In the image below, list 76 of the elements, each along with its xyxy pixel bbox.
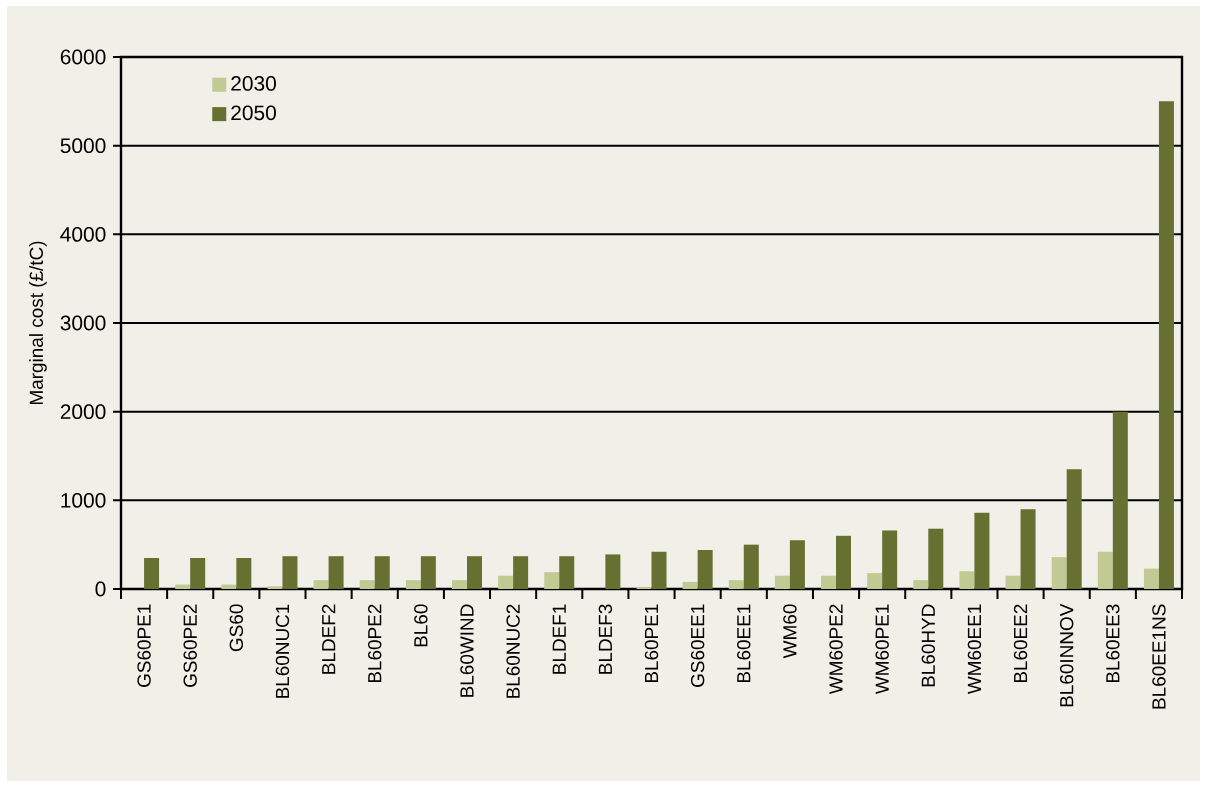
y-tick-label: 4000 — [60, 226, 106, 242]
x-tick-label: BL60NUC2 — [506, 604, 520, 698]
bar — [651, 551, 667, 589]
x-tick-label: BLDEF3 — [598, 604, 613, 674]
bar — [1143, 568, 1159, 589]
bar — [836, 535, 852, 589]
x-tick-label: BLDEF1 — [552, 604, 566, 674]
y-tick-label: 3000 — [60, 315, 106, 331]
y-tick-label: 6000 — [60, 49, 106, 65]
y-tick-label: 5000 — [60, 138, 106, 154]
bar — [1112, 411, 1128, 589]
bar — [605, 554, 621, 589]
bar — [559, 556, 575, 589]
x-tick-label: BL60WIND — [460, 604, 474, 697]
y-tick-label: 1000 — [61, 492, 106, 508]
bar — [328, 556, 344, 589]
bar — [1051, 557, 1067, 589]
x-tick-label: WM60PE1 — [875, 604, 889, 695]
x-tick-label: BL60EE3 — [1106, 604, 1120, 683]
bar — [974, 512, 990, 589]
bar — [774, 575, 790, 589]
x-tick-label: BL60INNOV — [1059, 603, 1074, 707]
bar — [420, 556, 436, 589]
x-tick-label: BL60 — [414, 604, 428, 647]
x-tick-label: WM60PE2 — [829, 604, 843, 695]
x-tick-label: WM60 — [783, 604, 797, 659]
bar — [405, 580, 421, 589]
bar — [882, 530, 898, 589]
bar — [1097, 551, 1113, 589]
bar — [1066, 469, 1082, 589]
bar — [728, 580, 744, 589]
bar — [236, 557, 252, 589]
x-tick-label: BL60PE2 — [368, 604, 382, 683]
x-tick-label: GS60PE1 — [137, 604, 151, 687]
bar — [1158, 101, 1174, 589]
bar — [267, 586, 283, 589]
bar — [359, 580, 375, 589]
x-tick-label: GS60 — [229, 604, 244, 652]
x-tick-label: BL60HYD — [921, 604, 935, 687]
bar — [313, 580, 329, 589]
bar — [821, 575, 837, 589]
bar — [513, 556, 529, 589]
bar — [913, 580, 929, 589]
bar — [190, 557, 206, 589]
bar — [282, 556, 298, 589]
bar — [374, 556, 390, 589]
x-tick-label: WM60EE1 — [967, 604, 982, 695]
x-tick-label: BLDEF2 — [321, 604, 336, 674]
x-tick-label: GS60PE2 — [183, 604, 197, 687]
bar — [498, 575, 514, 589]
y-tick-label: 0 — [95, 581, 106, 597]
legend-label: 2050 — [231, 105, 276, 121]
bar — [466, 556, 482, 589]
legend-label: 2030 — [231, 76, 276, 91]
bar — [928, 528, 944, 589]
bar — [175, 584, 191, 589]
bar — [451, 580, 467, 589]
y-tick-label: 2000 — [60, 404, 106, 420]
bar — [682, 581, 698, 589]
x-tick-label: GS60EE1 — [690, 604, 705, 687]
x-tick-label: BL60PE1 — [644, 604, 659, 683]
x-tick-label: BL60EE2 — [1013, 604, 1028, 683]
bar — [144, 557, 160, 589]
bar — [789, 540, 805, 589]
bar — [697, 549, 713, 589]
bar — [544, 572, 560, 589]
bar — [1020, 509, 1036, 589]
bar — [221, 584, 237, 589]
bar — [959, 571, 975, 589]
x-tick-label: BL60NUC1 — [275, 604, 290, 698]
y-axis-title: Marginal cost (£/tC) — [29, 241, 47, 405]
bar — [743, 544, 759, 589]
bar — [867, 573, 883, 589]
x-tick-label: BL60EE1 — [737, 604, 751, 683]
bar — [1005, 575, 1021, 589]
x-tick-label: BL60EE1NS — [1152, 604, 1166, 709]
